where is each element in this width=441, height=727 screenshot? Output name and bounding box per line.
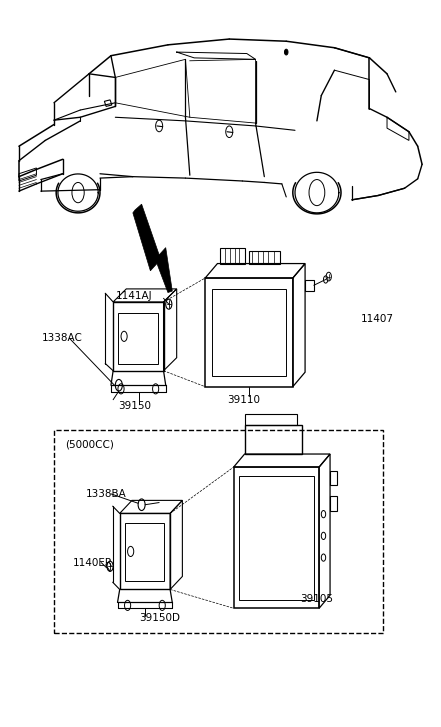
Bar xyxy=(234,467,319,608)
Bar xyxy=(205,278,293,387)
Bar xyxy=(118,313,158,364)
Bar xyxy=(330,496,337,510)
Text: 39150D: 39150D xyxy=(139,614,180,624)
Text: (5000CC): (5000CC) xyxy=(65,440,114,449)
Text: 39150: 39150 xyxy=(119,401,152,411)
Text: 1141AJ: 1141AJ xyxy=(116,291,153,301)
Bar xyxy=(245,414,297,425)
Circle shape xyxy=(284,49,288,55)
Text: 1338BA: 1338BA xyxy=(86,489,126,499)
Bar xyxy=(212,289,286,376)
Bar xyxy=(220,248,245,264)
Bar xyxy=(305,280,314,291)
Text: 1140ER: 1140ER xyxy=(72,558,112,568)
Bar xyxy=(125,523,164,581)
Text: 39110: 39110 xyxy=(227,395,260,405)
Bar xyxy=(113,302,164,371)
Text: 11407: 11407 xyxy=(361,313,394,324)
Bar xyxy=(54,430,383,633)
Text: 39105: 39105 xyxy=(300,594,333,604)
Bar xyxy=(249,251,280,264)
Bar xyxy=(239,475,314,600)
Bar xyxy=(120,513,170,590)
Polygon shape xyxy=(133,204,172,292)
Bar xyxy=(330,470,337,485)
Text: 1338AC: 1338AC xyxy=(42,333,82,343)
Bar xyxy=(245,425,302,454)
